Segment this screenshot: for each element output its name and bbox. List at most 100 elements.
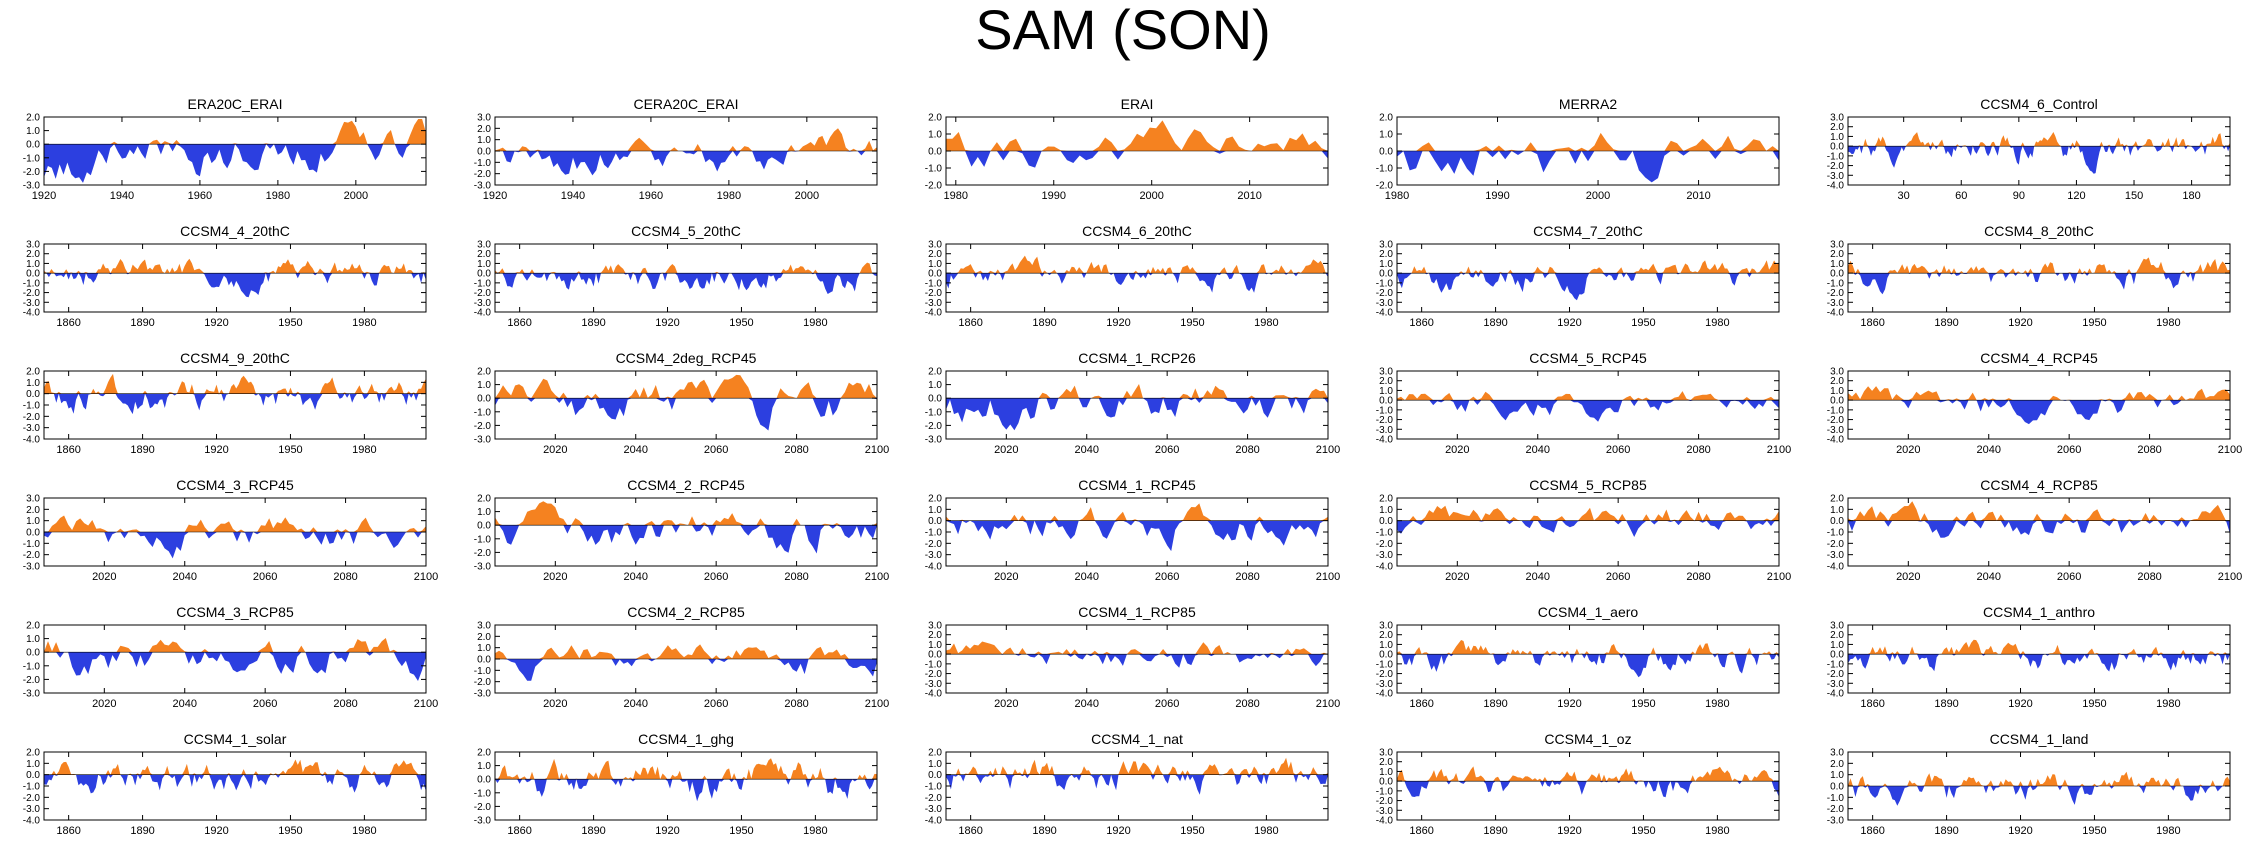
x-tick-label: 2000 bbox=[1586, 190, 1610, 202]
plot-frame bbox=[1847, 116, 2231, 186]
x-tick-label: 1950 bbox=[278, 444, 302, 456]
y-tick-label: -1.0 bbox=[23, 278, 41, 289]
y-tick-label: -3.0 bbox=[1376, 806, 1394, 817]
y-tick-label: -4.0 bbox=[23, 308, 41, 319]
x-tick-label: 2080 bbox=[333, 571, 357, 583]
y-tick-label: 0.0 bbox=[26, 528, 40, 539]
x-tick-label: 2080 bbox=[784, 698, 808, 710]
negative-area bbox=[495, 659, 877, 681]
y-tick-label: -3.0 bbox=[474, 689, 492, 700]
y-tick-label: -2.0 bbox=[474, 802, 492, 813]
negative-area bbox=[1397, 151, 1779, 183]
positive-area bbox=[44, 373, 426, 394]
y-tick-label: 2.0 bbox=[1830, 759, 1844, 770]
y-tick-label: -2.0 bbox=[474, 288, 492, 299]
y-tick-label: 0.0 bbox=[1379, 269, 1393, 280]
y-tick-label: 3.0 bbox=[928, 240, 942, 251]
y-tick-label: -2.0 bbox=[1827, 161, 1845, 172]
panel-ccsm4-3-rcp45: CCSM4_3_RCP45 3.02.01.00.0-1.0-2.0-3.0 202… bbox=[23, 477, 438, 583]
x-tick-label: 2060 bbox=[1155, 698, 1179, 710]
panel-title: CCSM4_1_ghg bbox=[638, 731, 734, 747]
panel-ccsm4-1-land: CCSM4_1_land 3.02.01.00.0-1.0-2.0-3.0 1860… bbox=[1827, 731, 2231, 837]
y-tick-label: 3.0 bbox=[1379, 621, 1393, 632]
y-tick-label: 0.0 bbox=[26, 140, 40, 151]
y-tick-label: -3.0 bbox=[23, 562, 41, 573]
positive-area bbox=[1397, 766, 1779, 782]
x-tick-label: 2040 bbox=[1525, 571, 1549, 583]
y-tick-label: -3.0 bbox=[925, 435, 943, 446]
x-tick-label: 1890 bbox=[1934, 317, 1958, 329]
x-tick-label: 2020 bbox=[1445, 571, 1469, 583]
y-tick-label: -1.0 bbox=[1827, 405, 1845, 416]
x-tick-label: 2060 bbox=[2057, 444, 2081, 456]
y-tick-label: 2.0 bbox=[928, 113, 942, 124]
x-tick-label: 1980 bbox=[1705, 825, 1729, 837]
x-tick-label: 2060 bbox=[704, 571, 728, 583]
panel-ccsm4-4-rcp85: CCSM4_4_RCP85 2.01.00.0-1.0-2.0-3.0-4.0 20… bbox=[1827, 477, 2242, 583]
positive-area bbox=[1848, 386, 2230, 401]
x-tick-label: 1860 bbox=[56, 825, 80, 837]
x-tick-label: 180 bbox=[2182, 190, 2200, 202]
y-tick-label: -2.0 bbox=[925, 288, 943, 299]
y-tick-label: 2.0 bbox=[477, 748, 491, 759]
plot-frame bbox=[494, 243, 878, 313]
panel-ccsm4-4-rcp45: CCSM4_4_RCP45 3.02.01.00.0-1.0-2.0-3.0-4.… bbox=[1827, 350, 2242, 456]
panel-title: CCSM4_5_20thC bbox=[631, 223, 741, 239]
panel-title: CCSM4_3_RCP85 bbox=[176, 604, 294, 620]
y-tick-label: 1.0 bbox=[477, 380, 491, 391]
plot-frame bbox=[494, 497, 878, 567]
panel-title: CCSM4_2_RCP45 bbox=[627, 477, 745, 493]
y-tick-label: 1.0 bbox=[477, 135, 491, 146]
negative-area bbox=[495, 398, 877, 431]
y-tick-label: -4.0 bbox=[925, 308, 943, 319]
x-tick-label: 60 bbox=[1955, 190, 1967, 202]
plot-frame bbox=[1396, 751, 1780, 821]
negative-area bbox=[946, 520, 1328, 552]
y-tick-label: -4.0 bbox=[1827, 308, 1845, 319]
x-tick-label: 1980 bbox=[352, 825, 376, 837]
y-tick-label: -4.0 bbox=[474, 308, 492, 319]
x-tick-label: 1950 bbox=[1180, 317, 1204, 329]
x-tick-label: 2080 bbox=[784, 444, 808, 456]
y-tick-label: 0.0 bbox=[477, 269, 491, 280]
negative-area bbox=[946, 774, 1328, 795]
panel-title: CCSM4_8_20thC bbox=[1984, 223, 2094, 239]
x-tick-label: 1950 bbox=[2082, 698, 2106, 710]
positive-area bbox=[495, 262, 877, 274]
y-tick-label: 2.0 bbox=[1379, 113, 1393, 124]
x-tick-label: 1860 bbox=[958, 825, 982, 837]
y-tick-label: -1.0 bbox=[474, 278, 492, 289]
x-tick-label: 2060 bbox=[1155, 571, 1179, 583]
x-tick-label: 2020 bbox=[994, 698, 1018, 710]
y-tick-label: 1.0 bbox=[1830, 640, 1844, 651]
y-tick-label: 3.0 bbox=[477, 621, 491, 632]
y-tick-label: -1.0 bbox=[474, 788, 492, 799]
negative-area bbox=[1397, 400, 1779, 422]
y-tick-label: 1.0 bbox=[477, 643, 491, 654]
plot-frame bbox=[1847, 624, 2231, 694]
negative-area bbox=[44, 144, 426, 183]
y-tick-label: -4.0 bbox=[1376, 689, 1394, 700]
x-tick-label: 2100 bbox=[414, 698, 438, 710]
panel-title: CCSM4_4_RCP45 bbox=[1980, 350, 2098, 366]
panel-ccsm4-1-solar: CCSM4_1_solar 2.01.00.0-1.0-2.0-3.0-4.0 18… bbox=[23, 731, 427, 837]
y-tick-label: -3.0 bbox=[1376, 679, 1394, 690]
panel-title: CCSM4_7_20thC bbox=[1533, 223, 1643, 239]
panel-title: CCSM4_2_RCP85 bbox=[627, 604, 745, 620]
y-tick-label: 0.0 bbox=[1830, 396, 1844, 407]
y-tick-label: -4.0 bbox=[925, 816, 943, 827]
panel-ccsm4-1-rcp45: CCSM4_1_RCP45 2.01.00.0-1.0-2.0-3.0-4.0 20… bbox=[925, 477, 1340, 583]
panel-title: CCSM4_5_RCP85 bbox=[1529, 477, 1647, 493]
y-tick-label: 1.0 bbox=[1379, 640, 1393, 651]
x-tick-label: 2080 bbox=[2137, 571, 2161, 583]
y-tick-label: -2.0 bbox=[925, 539, 943, 550]
x-tick-label: 2100 bbox=[2218, 444, 2242, 456]
y-tick-label: -3.0 bbox=[23, 181, 41, 192]
y-tick-label: -2.0 bbox=[23, 412, 41, 423]
y-tick-label: 0.0 bbox=[477, 655, 491, 666]
x-tick-label: 1890 bbox=[1934, 825, 1958, 837]
x-tick-label: 2000 bbox=[795, 190, 819, 202]
y-tick-label: 0.0 bbox=[1379, 650, 1393, 661]
y-tick-label: 3.0 bbox=[1379, 748, 1393, 759]
